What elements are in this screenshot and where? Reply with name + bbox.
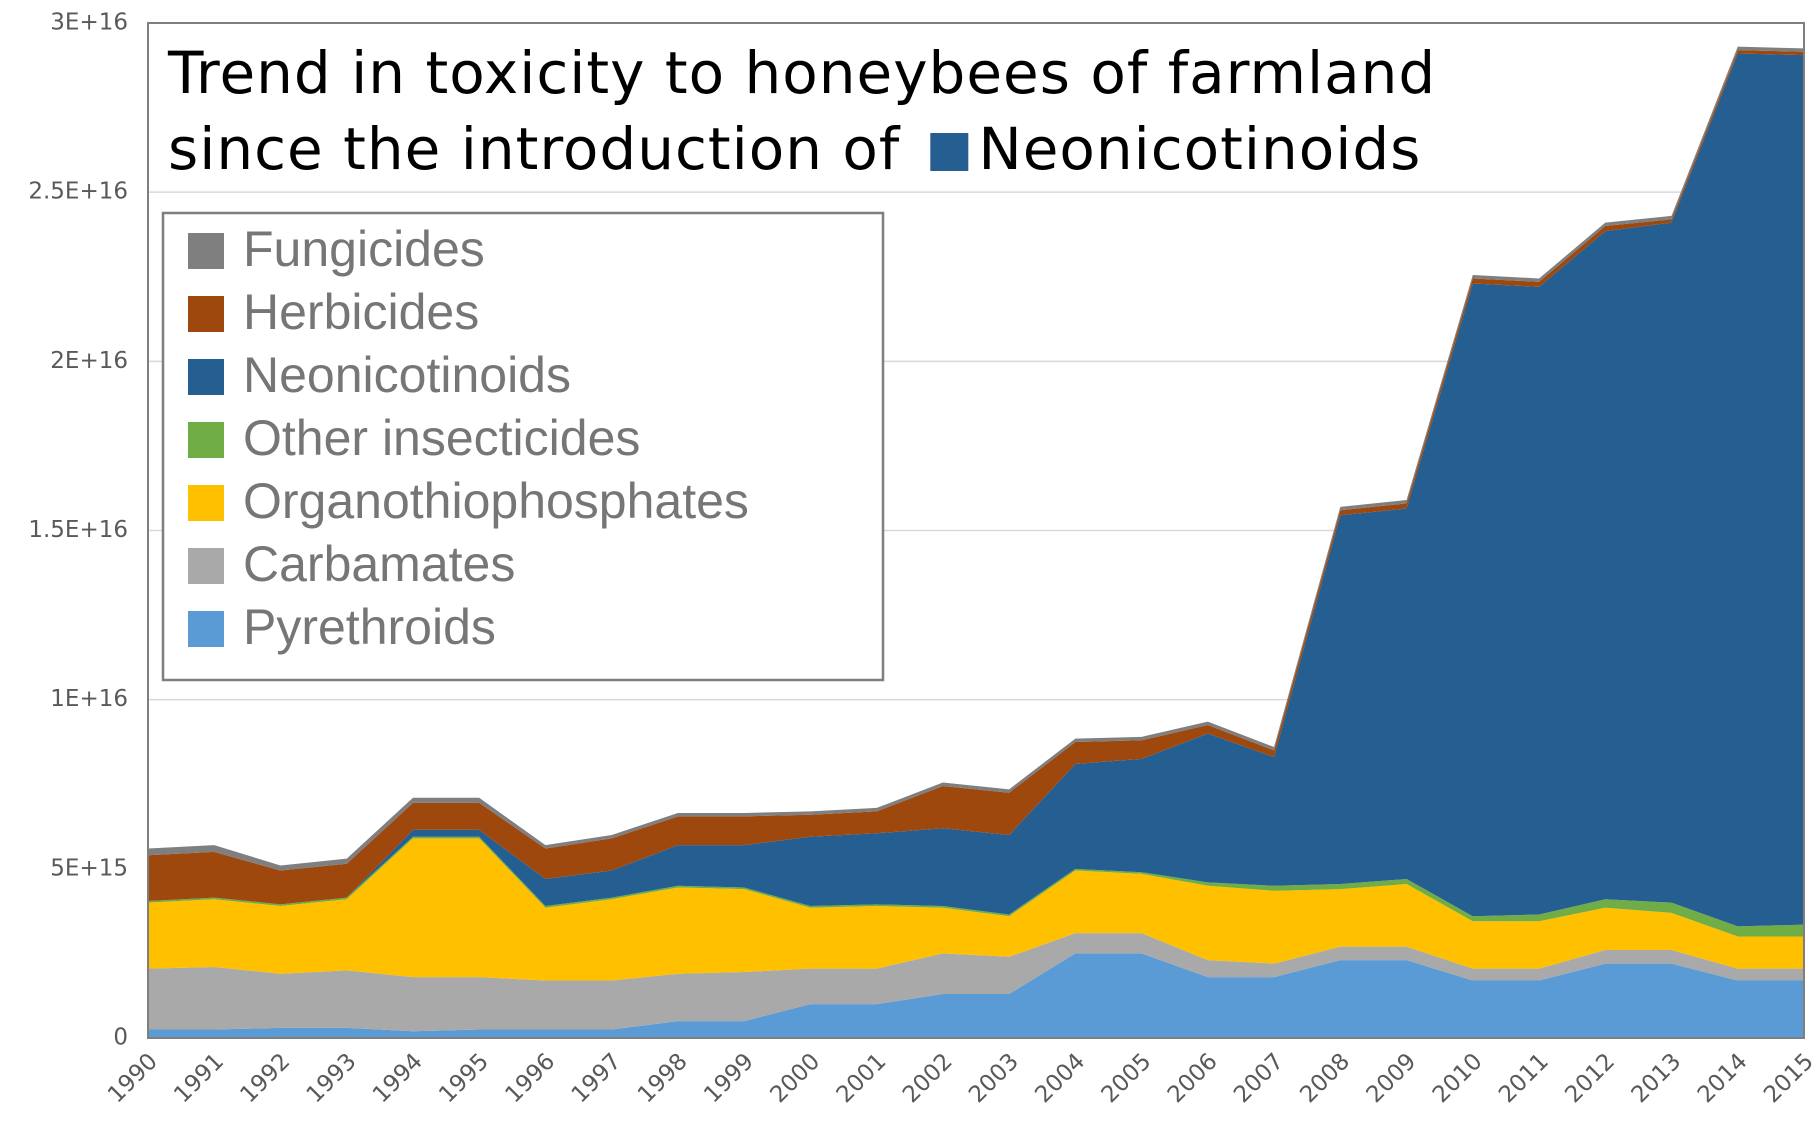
x-tick-label: 1990 (103, 1048, 163, 1108)
legend-swatch (188, 611, 224, 647)
y-tick-label: 2E+16 (50, 348, 128, 374)
chart-title: since the introduction of (168, 115, 901, 183)
x-tick-label: 1992 (236, 1048, 296, 1108)
legend-swatch (188, 422, 224, 458)
x-tick-label: 2004 (1030, 1048, 1090, 1108)
legend-label: Fungicides (243, 221, 485, 277)
x-tick-label: 2005 (1097, 1048, 1157, 1108)
x-tick-label: 1998 (633, 1048, 693, 1108)
x-tick-label: 2011 (1494, 1048, 1554, 1108)
legend-label: Carbamates (243, 536, 515, 592)
x-tick-label: 2009 (1362, 1048, 1422, 1108)
legend-swatch (188, 548, 224, 584)
legend-label: Neonicotinoids (243, 347, 571, 403)
y-tick-label: 3E+16 (50, 10, 128, 36)
legend-label: Pyrethroids (243, 599, 496, 655)
x-tick-label: 2000 (765, 1048, 825, 1108)
area (148, 933, 1804, 1032)
x-tick-label: 2008 (1295, 1048, 1355, 1108)
title-key-swatch (930, 133, 969, 171)
legend-box (161, 211, 885, 682)
y-tick-label: 1.5E+16 (28, 517, 128, 543)
y-tick-label: 1E+16 (50, 686, 128, 712)
x-tick-label: 2012 (1560, 1048, 1620, 1108)
x-tick-label: 2010 (1428, 1048, 1488, 1108)
legend-swatch (188, 233, 224, 269)
x-tick-label: 2014 (1693, 1048, 1753, 1108)
x-tick-label: 1996 (500, 1048, 560, 1108)
x-tick-label: 1993 (302, 1048, 362, 1108)
x-tick-label: 1991 (169, 1048, 229, 1108)
x-tick-label: 2006 (1163, 1048, 1223, 1108)
legend-label: Organothiophosphates (243, 473, 749, 529)
legend-swatch (188, 359, 224, 395)
x-tick-label: 2001 (832, 1048, 892, 1108)
plot-frame (147, 22, 1805, 1039)
x-tick-label: 1999 (699, 1048, 759, 1108)
legend-swatch (188, 296, 224, 332)
legend-label: Other insecticides (243, 410, 640, 466)
area (148, 953, 1804, 1038)
x-tick-label: 1995 (434, 1048, 494, 1108)
legend-label: Herbicides (243, 284, 479, 340)
title-key-label: Neonicotinoids (978, 115, 1421, 183)
chart-title: Trend in toxicity to honeybees of farmla… (167, 39, 1436, 107)
y-tick-label: 0 (113, 1025, 128, 1051)
y-tick-label: 2.5E+16 (28, 179, 128, 205)
y-tick-label: 5E+15 (50, 855, 128, 881)
x-tick-label: 1997 (567, 1048, 627, 1108)
area (148, 53, 1804, 927)
legend-swatch (188, 485, 224, 521)
area (148, 838, 1804, 981)
x-tick-label: 2015 (1759, 1048, 1816, 1108)
x-tick-label: 2007 (1229, 1048, 1289, 1108)
x-tick-label: 1994 (368, 1048, 428, 1108)
x-tick-label: 2002 (898, 1048, 958, 1108)
x-tick-label: 2003 (964, 1048, 1024, 1108)
x-tick-label: 2013 (1627, 1048, 1687, 1108)
